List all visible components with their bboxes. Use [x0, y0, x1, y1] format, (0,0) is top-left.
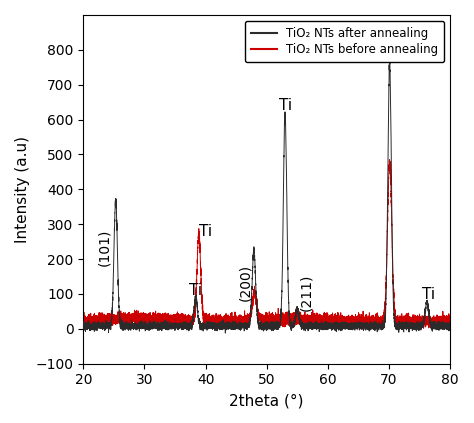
Text: Ti: Ti	[279, 98, 292, 113]
Text: (200): (200)	[238, 264, 252, 301]
Text: Ti: Ti	[189, 283, 202, 298]
Text: Ti: Ti	[422, 287, 435, 302]
Text: (101): (101)	[97, 229, 111, 266]
Text: (211): (211)	[300, 273, 313, 311]
X-axis label: 2theta (°): 2theta (°)	[229, 393, 304, 408]
Legend: TiO₂ NTs after annealing, TiO₂ NTs before annealing: TiO₂ NTs after annealing, TiO₂ NTs befor…	[245, 21, 444, 62]
Text: Ti: Ti	[199, 224, 212, 239]
Text: Ti: Ti	[383, 46, 396, 61]
Y-axis label: Intensity (a.u): Intensity (a.u)	[15, 136, 30, 243]
